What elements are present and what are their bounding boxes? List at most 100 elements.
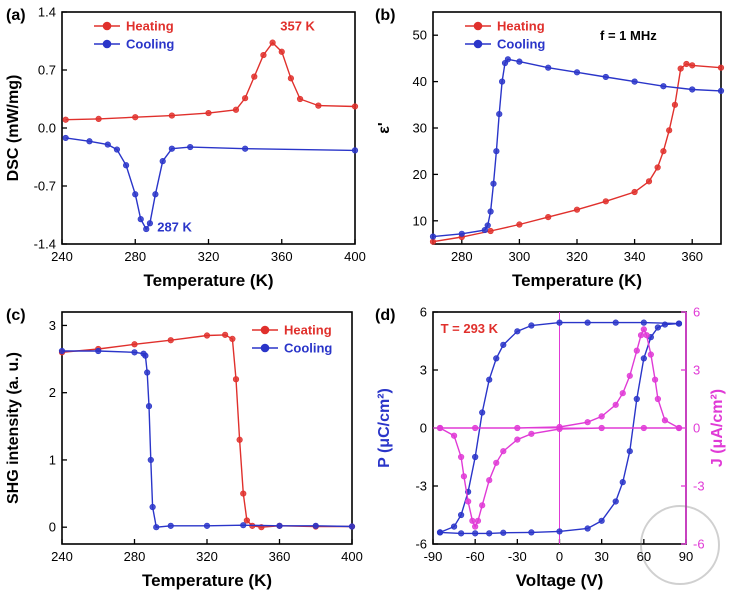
x-tick-label-d: -90 [424, 549, 443, 564]
y-tick-label-a: 0.0 [38, 121, 56, 136]
y2-tick-label-d: -3 [693, 479, 705, 494]
data-point-d-3 [675, 424, 683, 432]
data-point-c-1 [167, 522, 174, 529]
data-point-c-1 [312, 522, 319, 529]
data-point-d-0 [486, 530, 493, 537]
data-point-a-1 [351, 147, 359, 154]
chart-c: 240 280 320 360 400 0 1 2 3 Temperature (K) SHG in… [5, 311, 363, 590]
x-tick-label-d: -30 [508, 549, 527, 564]
y-tick-label-d: 6 [420, 305, 427, 320]
x-tick-label-a: 280 [124, 249, 146, 264]
y-tick-label-a: 1.4 [38, 5, 56, 20]
data-point-d-2 [647, 351, 654, 358]
data-point-d-0 [612, 498, 619, 505]
data-point-a-0 [315, 102, 322, 109]
x-tick-label-c: 360 [269, 549, 291, 564]
data-point-d-3 [472, 523, 479, 530]
data-point-d-3 [465, 498, 472, 505]
data-point-d-3 [640, 424, 647, 432]
data-point-d-2 [643, 332, 650, 339]
data-point-d-3 [598, 424, 605, 432]
data-point-a-1 [168, 145, 175, 152]
data-point-b-1 [660, 83, 667, 90]
annotation-a: 287 K [157, 220, 192, 235]
data-point-c-0 [240, 490, 247, 497]
x-tick-label-b: 320 [566, 249, 588, 264]
data-point-c-1 [203, 522, 211, 529]
y-tick-label-d: -6 [415, 537, 427, 552]
data-point-a-0 [260, 51, 267, 59]
data-point-b-1 [717, 87, 725, 94]
data-point-d-1 [514, 328, 521, 335]
data-point-b-1 [496, 110, 503, 118]
legend-label-b: Cooling [497, 37, 545, 52]
x-tick-label-b: 300 [509, 249, 531, 264]
data-point-b-0 [660, 148, 667, 155]
x-tick-label-c: 320 [196, 549, 218, 564]
y-tick-label-d: 0 [420, 421, 427, 436]
x-tick-label-c: 400 [341, 549, 363, 564]
chart-b: 280 300 320 340 360 10 20 30 40 50 Temperature (K)… [376, 11, 725, 290]
university-seal-watermark [640, 505, 720, 585]
data-point-d-3 [486, 477, 493, 484]
data-point-d-3 [460, 473, 468, 480]
data-point-c-1 [140, 350, 147, 357]
data-point-b-1 [689, 86, 696, 93]
legend-marker-a [102, 39, 112, 49]
data-point-d-3 [514, 436, 521, 443]
legend-label-b: Heating [497, 19, 545, 34]
data-point-d-1 [528, 322, 535, 329]
data-point-b-0 [683, 60, 690, 68]
x-tick-label-b: 340 [624, 249, 646, 264]
x-tick-label-a: 360 [271, 249, 293, 264]
series-line-b-0 [432, 63, 722, 243]
data-point-c-0 [131, 341, 138, 348]
data-point-d-1 [584, 319, 591, 326]
data-point-b-1 [499, 78, 506, 85]
legend-marker-a [102, 21, 112, 31]
data-point-d-2 [654, 395, 661, 403]
data-point-d-2 [651, 376, 659, 383]
data-point-d-3 [469, 517, 476, 524]
data-point-c-0 [203, 332, 211, 339]
data-point-a-1 [159, 158, 166, 165]
data-point-a-0 [251, 73, 258, 80]
data-point-a-1 [86, 138, 93, 145]
y-axis-label-a: DSC (mW/mg) [5, 75, 22, 182]
data-point-d-3 [479, 502, 486, 509]
legend-marker-c [260, 325, 270, 335]
data-point-d-3 [528, 430, 535, 437]
data-point-b-0 [677, 65, 684, 72]
y-tick-label-b: 30 [413, 121, 427, 136]
data-point-b-1 [545, 64, 552, 71]
data-point-d-2 [633, 347, 640, 354]
data-point-b-1 [429, 233, 437, 240]
y-axis-label-c: SHG intensity (a. u.) [5, 352, 22, 504]
data-point-a-1 [137, 216, 144, 223]
legend-label-c: Heating [284, 323, 332, 338]
data-point-b-0 [516, 221, 523, 228]
series-line-d-1 [439, 321, 680, 534]
legend-marker-b [473, 39, 483, 49]
data-point-d-2 [598, 413, 605, 420]
data-point-a-0 [278, 48, 285, 55]
y-tick-label-a: -1.4 [34, 237, 56, 252]
data-point-d-3 [493, 459, 500, 466]
data-point-d-3 [500, 448, 507, 455]
data-point-b-0 [654, 164, 661, 171]
data-point-c-1 [145, 403, 153, 410]
data-point-a-1 [104, 141, 111, 148]
data-point-d-0 [640, 355, 647, 362]
data-point-c-1 [348, 523, 356, 530]
data-point-b-0 [671, 101, 679, 108]
x-tick-label-c: 240 [51, 549, 73, 564]
data-point-a-0 [62, 116, 69, 123]
series-line-a-0 [65, 41, 356, 121]
data-point-a-0 [296, 95, 304, 103]
series-line-d-3 [439, 427, 679, 529]
data-point-d-1 [486, 376, 493, 383]
x-tick-label-b: 280 [451, 249, 473, 264]
data-point-d-3 [474, 517, 482, 524]
y-tick-label-c: 0 [49, 520, 56, 535]
